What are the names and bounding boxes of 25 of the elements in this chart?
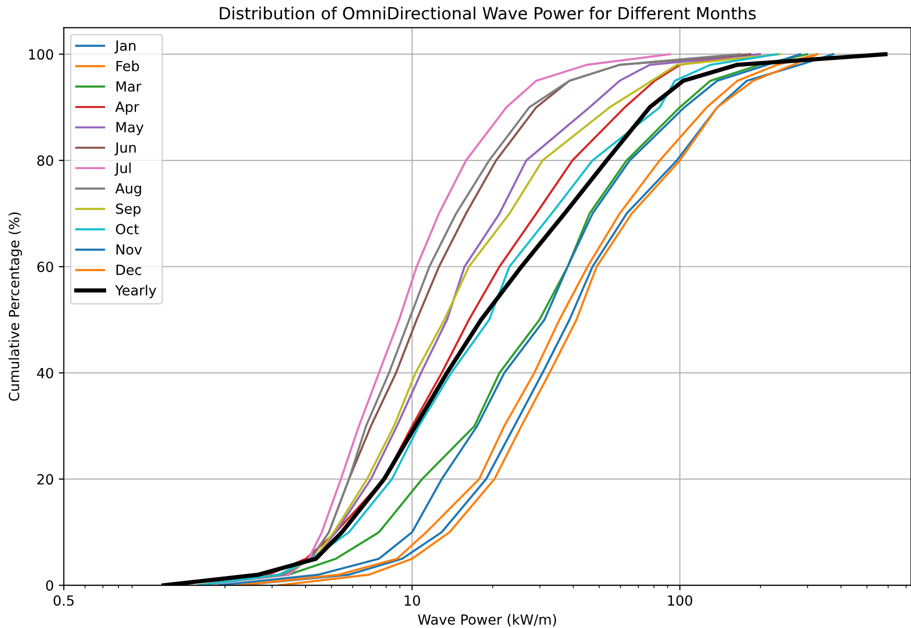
legend-label: Feb [116,60,139,72]
y-axis-title: Cumulative Percentage (%) [8,212,22,401]
legend-label: Jul [114,162,131,176]
legend-label: May [116,122,144,136]
y-tick-label: 40 [37,368,54,378]
legend-label: Jun [114,142,136,156]
x-tick-label: 10 [404,595,420,606]
chart-title: Distribution of OmniDirectional Wave Power for Different Months [220,6,756,20]
legend-label: Jan [114,40,136,54]
y-tick-label: 100 [29,49,54,60]
legend-label: Sep [116,203,141,217]
y-tick-label: 20 [37,474,54,485]
y-tick-label: 0 [46,580,54,591]
legend-label: Oct [116,224,139,234]
legend-label: Apr [115,102,140,115]
legend-label: Nov [116,244,142,255]
x-tick-label: 100 [668,595,692,606]
legend-label: Mar [116,81,142,92]
legend-label: Aug [115,183,142,196]
legend-label: Dec [116,264,142,276]
legend-label: Yearly [115,284,156,298]
y-tick-label: 60 [37,262,54,272]
y-tick-label: 80 [37,155,54,166]
x-axis-title: Wave Power (kW/m) [418,614,556,626]
x-tick-label: 0.5 [54,595,74,606]
